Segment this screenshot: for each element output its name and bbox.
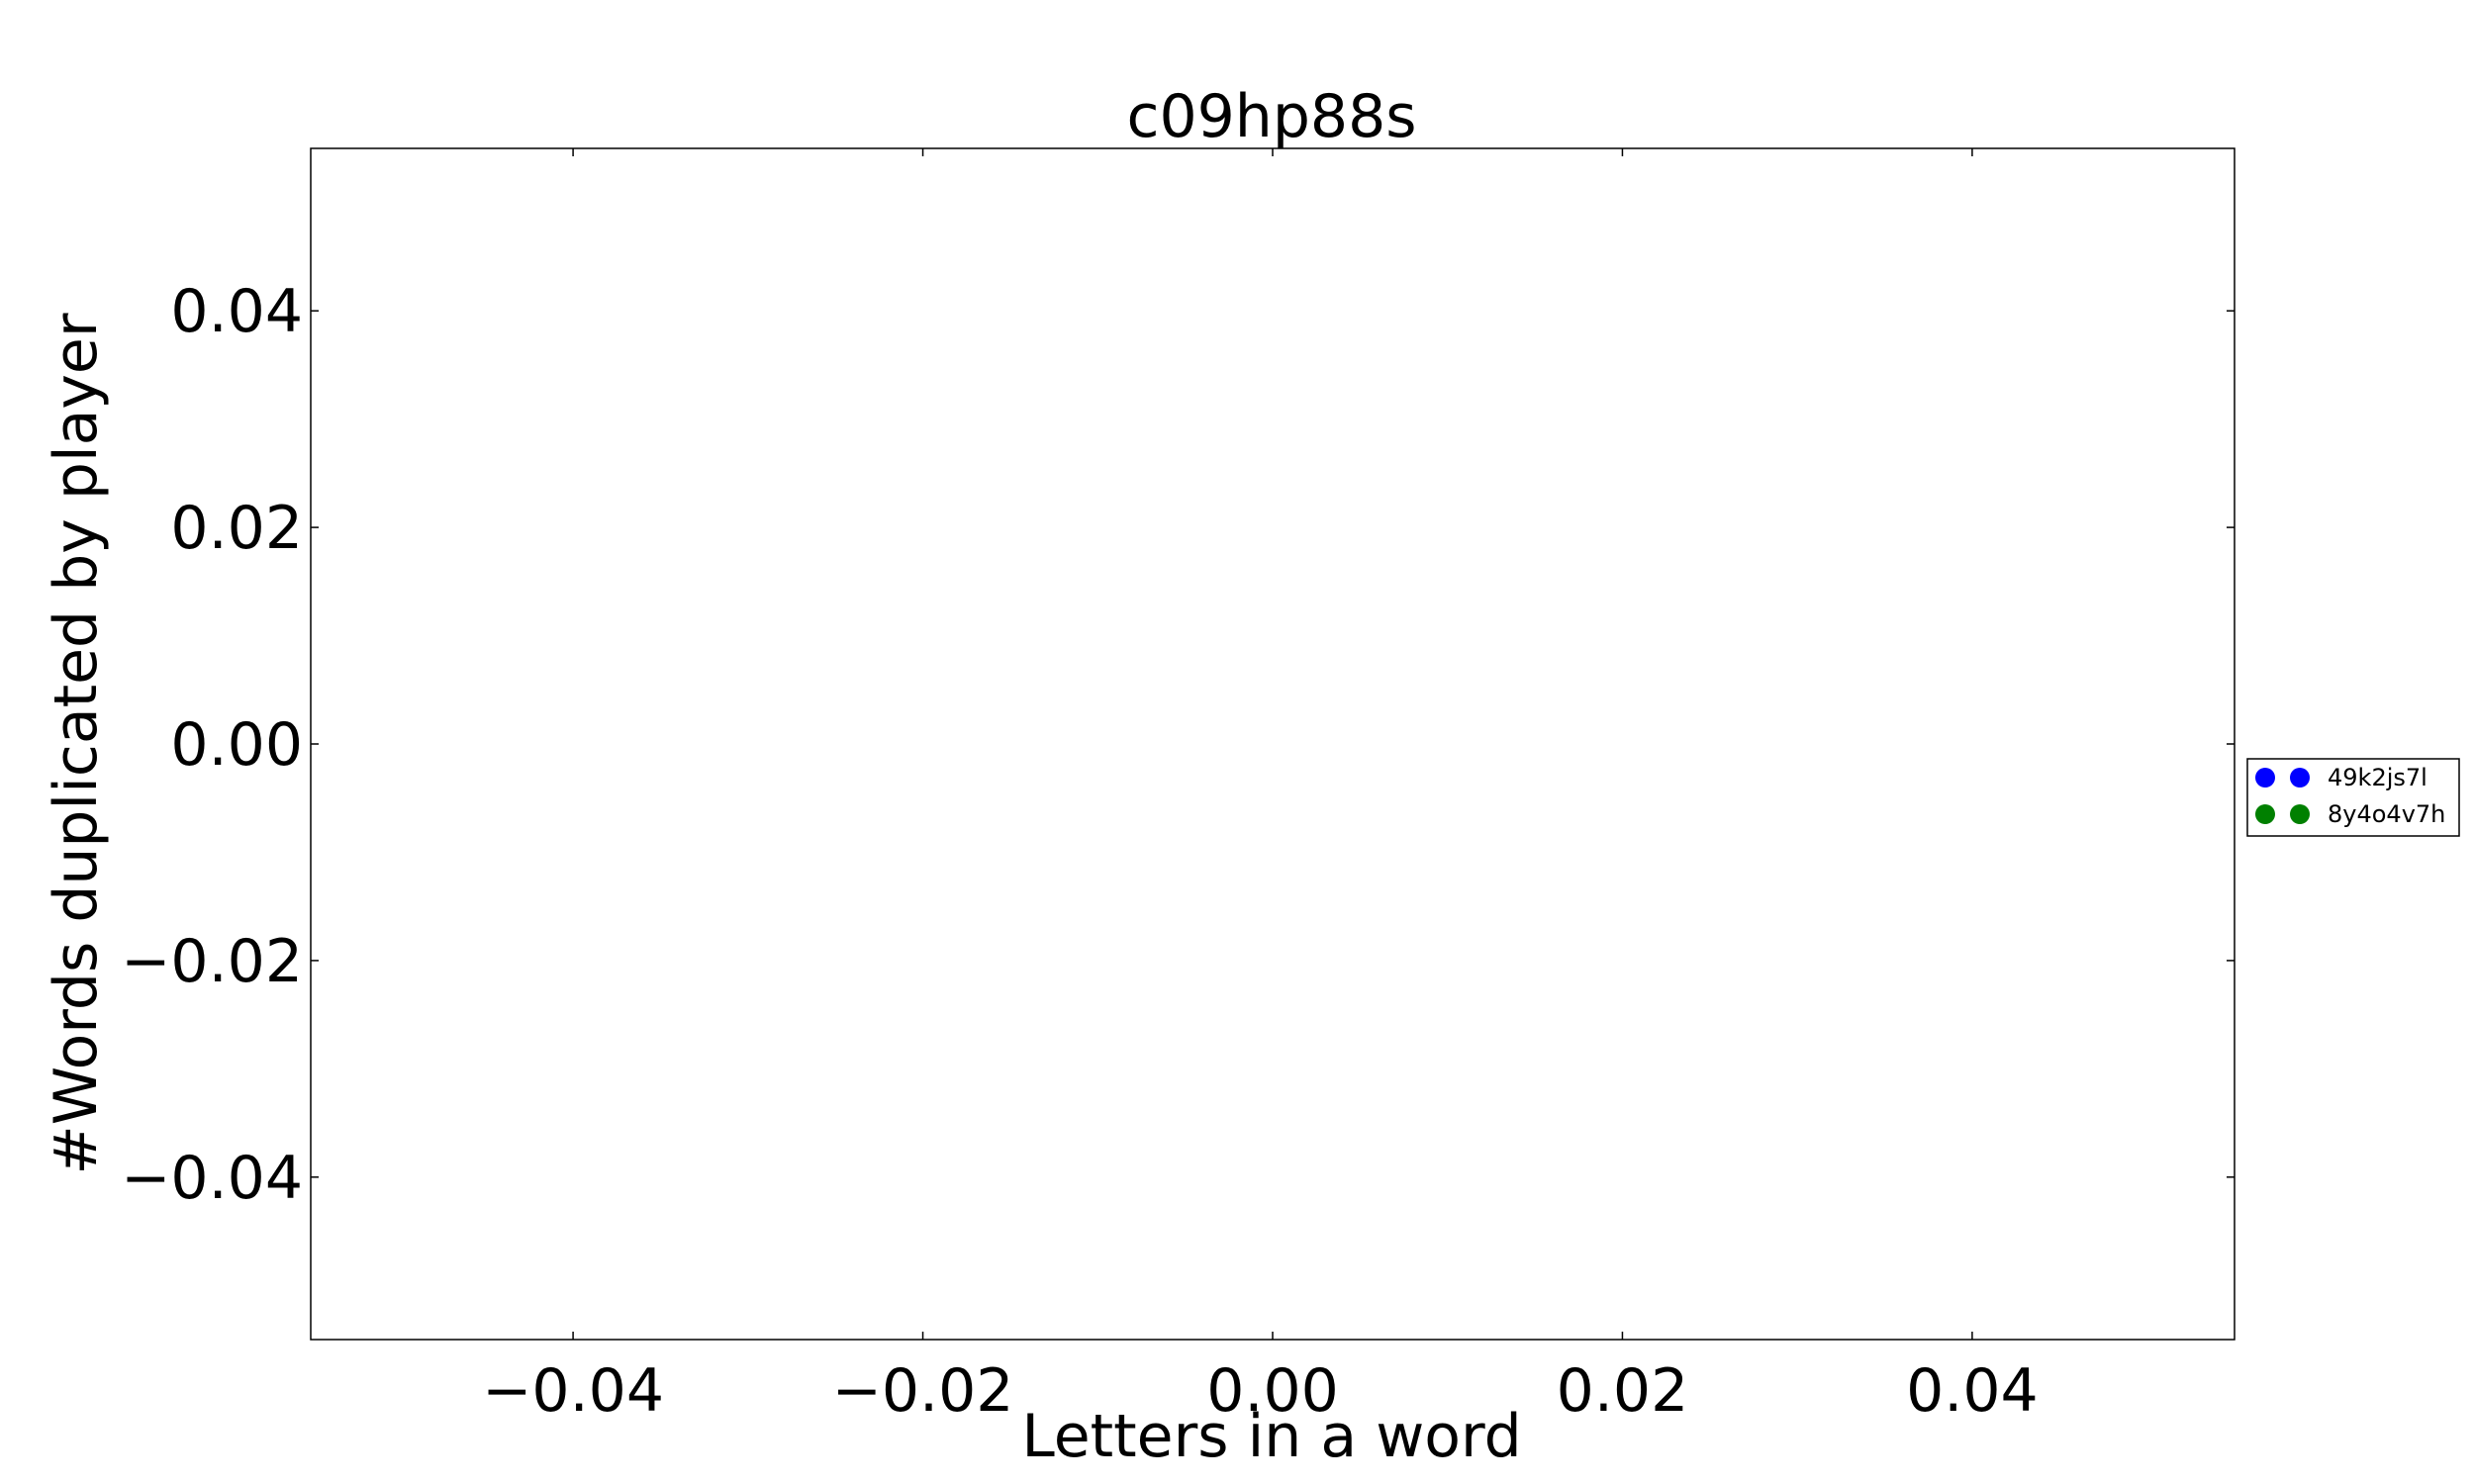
legend-marker [2290,804,2310,824]
legend: 49k2js7l 8y4o4v7h [2246,758,2460,837]
y-axis-ticks: −0.04 −0.02 0.00 0.02 0.04 [121,277,2235,1213]
y-tick-label: 0.00 [170,710,303,780]
x-tick-label: 0.02 [1557,1356,1689,1426]
x-tick-label: 0.04 [1906,1356,2039,1426]
chart-title: c09hp88s [1126,82,1416,151]
y-tick-label: 0.04 [170,277,303,346]
y-axis-label: #Words duplicated by player [42,313,111,1174]
x-tick-label: 0.00 [1206,1356,1339,1426]
legend-marker [2255,804,2275,824]
y-tick-label: 0.02 [170,494,303,563]
x-axis-ticks: −0.04 −0.02 0.00 0.02 0.04 [482,148,2039,1426]
x-axis-label: Letters in a word [1021,1402,1521,1471]
y-tick-label: −0.02 [121,927,303,996]
x-tick-label: −0.04 [482,1356,664,1426]
legend-marker [2290,768,2310,788]
legend-marker [2255,768,2275,788]
legend-label: 49k2js7l [2328,764,2427,791]
legend-frame [2246,758,2460,837]
legend-label: 8y4o4v7h [2328,800,2445,828]
y-tick-label: −0.04 [121,1144,303,1213]
x-tick-label: −0.02 [832,1356,1014,1426]
